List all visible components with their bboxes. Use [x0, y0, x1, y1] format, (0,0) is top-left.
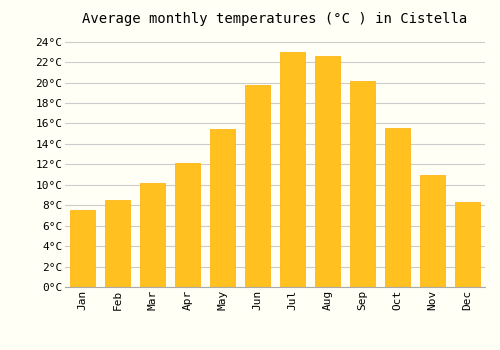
Bar: [385, 127, 410, 287]
Bar: [70, 210, 95, 287]
Bar: [350, 80, 375, 287]
Title: Average monthly temperatures (°C ) in Cistella: Average monthly temperatures (°C ) in Ci…: [82, 12, 468, 26]
Bar: [316, 56, 340, 287]
Bar: [280, 52, 305, 287]
Bar: [105, 200, 130, 287]
Bar: [140, 183, 165, 287]
Bar: [245, 85, 270, 287]
Bar: [455, 202, 480, 287]
Bar: [420, 175, 445, 287]
Bar: [176, 163, 200, 287]
Bar: [210, 128, 235, 287]
